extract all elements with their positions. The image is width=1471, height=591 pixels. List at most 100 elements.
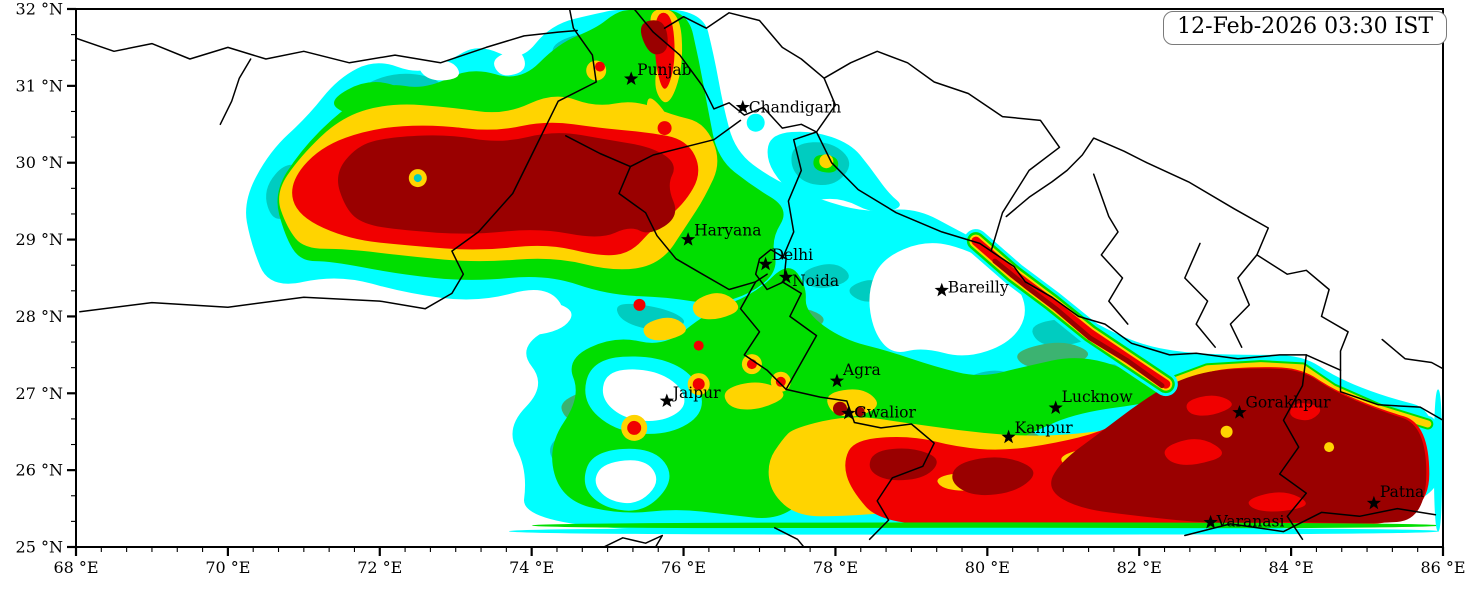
raster-hole-top2 (419, 60, 460, 81)
city-marker-haryana: Haryana (681, 222, 762, 246)
city-marker-gwalior: Gwalior (841, 403, 916, 421)
city-label: Varanasi (1216, 512, 1285, 530)
city-marker-bareilly: Bareilly (934, 278, 1009, 297)
raster-chd-dot (746, 113, 765, 132)
y-tick-label: 28 °N (16, 307, 63, 326)
boundary-line-2 (219, 58, 252, 126)
city-marker-jaipur: Jaipur (659, 384, 721, 407)
raster-gold-a (692, 293, 739, 320)
raster-gold-b (643, 317, 686, 341)
raster-red-in-east4 (1290, 403, 1321, 421)
city-label: Haryana (694, 222, 761, 240)
star-icon (934, 282, 949, 297)
x-tick-label: 74 °E (509, 558, 554, 577)
city-marker-agra: Agra (829, 361, 881, 388)
city-marker-lucknow: Lucknow (1048, 388, 1134, 414)
city-marker-kanpur: Kanpur (1001, 419, 1073, 444)
raster-red-dots (595, 61, 605, 72)
boundary-line-1 (76, 29, 578, 64)
city-label: Delhi (772, 246, 814, 264)
city-marker-punjab: Punjab (624, 61, 692, 85)
y-tick-label: 32 °N (16, 0, 63, 19)
boundary-line-5 (565, 135, 632, 168)
y-tick-label: 25 °N (16, 538, 63, 557)
raster-strip-bottom-green (531, 522, 1440, 529)
boundary-line-9 (739, 281, 787, 391)
star-icon (735, 99, 750, 114)
y-tick-label: 31 °N (16, 76, 63, 95)
boundary-line-20 (603, 534, 664, 547)
raster-red-dots (693, 340, 704, 351)
city-label: Chandigarh (749, 98, 842, 116)
raster-red-in-east2 (1164, 439, 1222, 465)
x-tick-label: 82 °E (1117, 558, 1162, 577)
city-label: Patna (1380, 483, 1424, 501)
boundary-line-17 (1278, 354, 1308, 541)
city-label: Bareilly (948, 278, 1009, 296)
boundary-line-15 (1184, 242, 1216, 348)
raster-darkred-arm-top (640, 20, 668, 55)
star-icon (841, 405, 856, 420)
x-tick-label: 86 °E (1420, 558, 1465, 577)
x-tick-label: 68 °E (53, 558, 98, 577)
raster-red-dots (633, 298, 646, 311)
x-tick-label: 80 °E (965, 558, 1010, 577)
raster-red-in-east1 (1186, 395, 1232, 416)
city-marker-patna: Patna (1366, 483, 1424, 510)
city-label: Jaipur (671, 384, 721, 402)
raster-darkred-east (1051, 368, 1427, 524)
raster-red-dots (657, 121, 672, 136)
boundary-line-19 (1381, 338, 1443, 370)
raster-red-dots (775, 376, 786, 387)
raster-red-dots (692, 378, 705, 391)
raster-hole-sw (595, 460, 657, 504)
x-tick-label: 76 °E (661, 558, 706, 577)
boundary-line-8 (781, 281, 935, 541)
x-tick-label: 72 °E (357, 558, 402, 577)
raster-band-darkred (992, 258, 1165, 389)
raster-teal-6 (803, 264, 849, 289)
star-icon (1001, 429, 1016, 444)
city-marker-chandigarh: Chandigarh (735, 98, 842, 116)
raster-gold-in-east (1324, 442, 1335, 453)
raster-darkred-gwalior-dots (854, 406, 865, 417)
star-icon (1048, 400, 1063, 414)
raster-maroon-w2 (952, 457, 1034, 496)
raster-hole-jaipur (602, 369, 685, 421)
boundary-line-4 (618, 119, 768, 291)
boundary-line-11 (663, 12, 825, 79)
y-tick-label: 30 °N (16, 153, 63, 172)
raster-hole-mid (488, 300, 572, 336)
boundary-line-6 (754, 248, 787, 291)
boundary-line-12 (990, 250, 1443, 421)
city-marker-varanasi: Varanasi (1203, 512, 1285, 530)
state-boundaries (76, 9, 1443, 547)
boundary-line-21 (773, 527, 805, 547)
y-tick-label: 27 °N (16, 384, 63, 403)
city-label: Gorakhpur (1245, 394, 1331, 412)
x-tick-label: 70 °E (205, 558, 250, 577)
star-icon (778, 269, 794, 284)
boundary-line-7 (781, 131, 818, 260)
city-label: Lucknow (1062, 388, 1134, 406)
star-icon (1232, 405, 1247, 419)
city-label: Noida (792, 272, 839, 290)
boundary-line-3 (633, 9, 818, 133)
raster-red-in-east3 (1248, 492, 1306, 512)
city-marker-noida: Noida (778, 269, 839, 290)
raster-hole-bareilly (869, 243, 1025, 356)
star-icon (681, 232, 696, 246)
axis-labels: 68 °E 70 °E 72 °E 74 °E 76 °E 78 °E 80 °E 82 °E… (16, 0, 1466, 577)
city-marker-delhi: Delhi (758, 246, 814, 271)
boundary-line-13 (1005, 137, 1349, 371)
raster-red-dots (627, 420, 642, 435)
plot-frame (75, 8, 1444, 548)
raster-core-teal-dot (413, 174, 422, 183)
raster-darkred-core-nw (338, 133, 676, 237)
star-icon (624, 71, 639, 85)
star-icon (1203, 514, 1218, 529)
raster-strip-right-cyan (1433, 389, 1443, 532)
x-tick-label: 84 °E (1269, 558, 1314, 577)
